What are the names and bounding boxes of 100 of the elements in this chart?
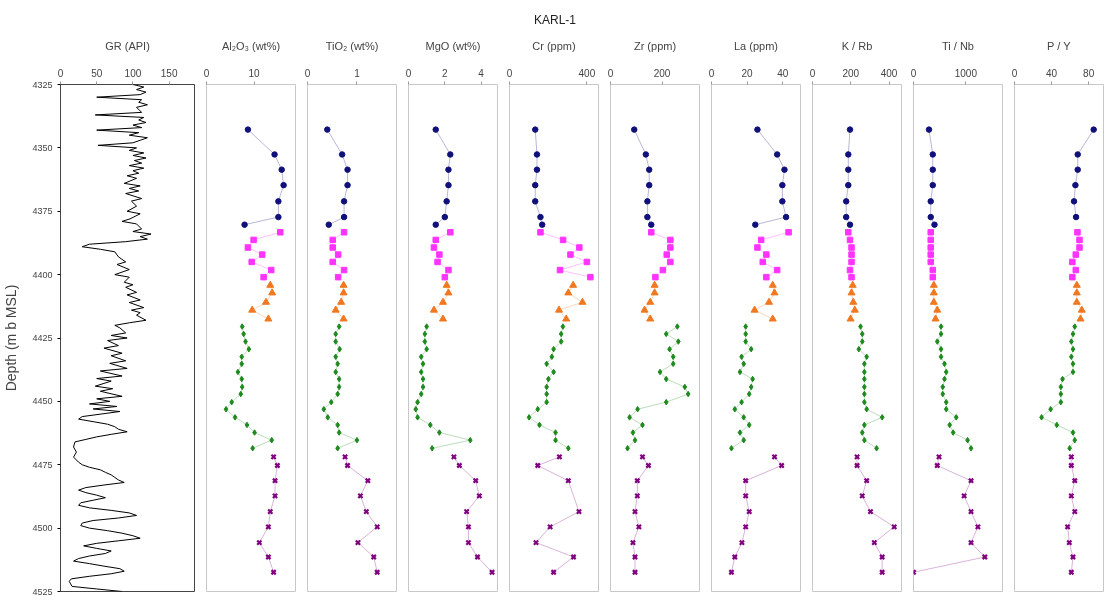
point (925, 126, 933, 133)
point (266, 280, 275, 288)
point (1074, 151, 1081, 158)
point (239, 360, 245, 368)
point (773, 151, 781, 158)
x-tick-label: 20 (741, 67, 754, 79)
point (261, 297, 270, 305)
point (265, 523, 272, 531)
point (631, 569, 639, 576)
point (560, 323, 566, 330)
point (1072, 297, 1081, 305)
x-tick-label: 1000 (954, 67, 978, 79)
point (848, 251, 855, 258)
point (846, 236, 854, 244)
point (564, 288, 573, 296)
point (782, 213, 790, 221)
point (424, 323, 429, 330)
point (339, 288, 348, 296)
x-tick-label: 0 (809, 67, 816, 79)
point (415, 414, 420, 421)
point (943, 368, 949, 376)
point (334, 251, 342, 258)
point (1074, 166, 1081, 173)
x-axis-title: P / Y (1047, 39, 1072, 52)
y-tick-label: 4375 (32, 206, 53, 217)
point (849, 297, 858, 305)
point (940, 390, 946, 398)
point (418, 390, 424, 398)
point (968, 445, 974, 452)
point (333, 338, 339, 345)
point (531, 126, 539, 133)
point (934, 338, 940, 345)
point (1070, 368, 1076, 376)
point (645, 166, 653, 173)
point (763, 273, 770, 281)
point (625, 445, 630, 452)
point (1072, 251, 1080, 258)
point (244, 126, 252, 133)
point (785, 229, 792, 236)
point (630, 429, 636, 436)
x-tick-label: 2 (442, 67, 449, 79)
y-tick-label: 4475 (32, 459, 53, 470)
x-tick-label: 0 (506, 67, 513, 79)
y-tick-label: 4350 (32, 142, 53, 153)
point (879, 414, 885, 421)
point (929, 166, 937, 173)
point (859, 429, 865, 436)
point (640, 305, 649, 313)
x-axis-title: GR (API) (105, 39, 150, 52)
point (336, 429, 342, 436)
point (644, 198, 651, 205)
point (670, 353, 676, 361)
text: KARL-1 (533, 13, 577, 28)
point (648, 221, 655, 228)
point (549, 353, 555, 361)
point (337, 297, 346, 305)
x-tick-label: 100 (124, 67, 142, 79)
point (927, 236, 934, 244)
point (258, 251, 266, 258)
point (856, 345, 862, 353)
point (558, 338, 564, 345)
point (764, 297, 773, 305)
point (336, 323, 342, 330)
point (642, 151, 650, 158)
point (275, 213, 282, 221)
x-axis-title: Cr (ppm) (532, 39, 576, 52)
point (422, 338, 428, 345)
point (246, 345, 252, 353)
point (364, 477, 372, 484)
point (737, 368, 743, 376)
point (878, 553, 886, 561)
x-tick-label: 50 (91, 67, 103, 79)
point (329, 244, 336, 251)
x-axis-title: Zr (ppm) (633, 39, 677, 52)
point (650, 288, 659, 296)
x-tick-label: 200 (842, 67, 860, 79)
point (741, 414, 747, 421)
point (845, 229, 852, 236)
point (674, 323, 680, 330)
point (742, 523, 749, 531)
x-axis-title: MgO (wt%) (425, 39, 481, 52)
point (260, 273, 267, 281)
point (239, 383, 245, 391)
point (631, 553, 639, 561)
point (555, 305, 564, 313)
point (533, 151, 541, 158)
x-tick-label: 200 (653, 67, 671, 79)
line-series (68, 84, 152, 592)
point (773, 266, 781, 274)
point (645, 181, 653, 189)
point (531, 181, 539, 189)
point (250, 236, 257, 244)
point (754, 244, 761, 251)
point (848, 280, 857, 288)
y-tick-label: 4425 (32, 333, 53, 343)
point (244, 244, 252, 251)
point (931, 314, 940, 322)
point (657, 368, 663, 376)
point (960, 492, 968, 500)
point (280, 181, 287, 189)
